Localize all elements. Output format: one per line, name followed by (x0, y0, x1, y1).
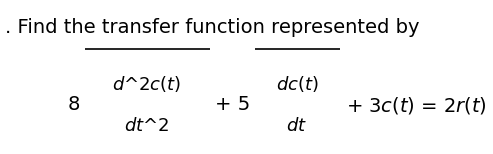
Text: . Find the transfer function represented by: . Find the transfer function represented… (5, 18, 420, 37)
Text: $d$^$2c(t)$: $d$^$2c(t)$ (112, 74, 182, 94)
Text: $dc(t)$: $dc(t)$ (276, 74, 318, 94)
Text: + 5: + 5 (215, 95, 250, 115)
Text: $dt$: $dt$ (286, 117, 308, 135)
Text: + 3$c(t)$ = 2$r(t)$: + 3$c(t)$ = 2$r(t)$ (346, 95, 487, 116)
Text: $dt$^$2$: $dt$^$2$ (124, 117, 170, 135)
Text: 8: 8 (68, 95, 80, 115)
